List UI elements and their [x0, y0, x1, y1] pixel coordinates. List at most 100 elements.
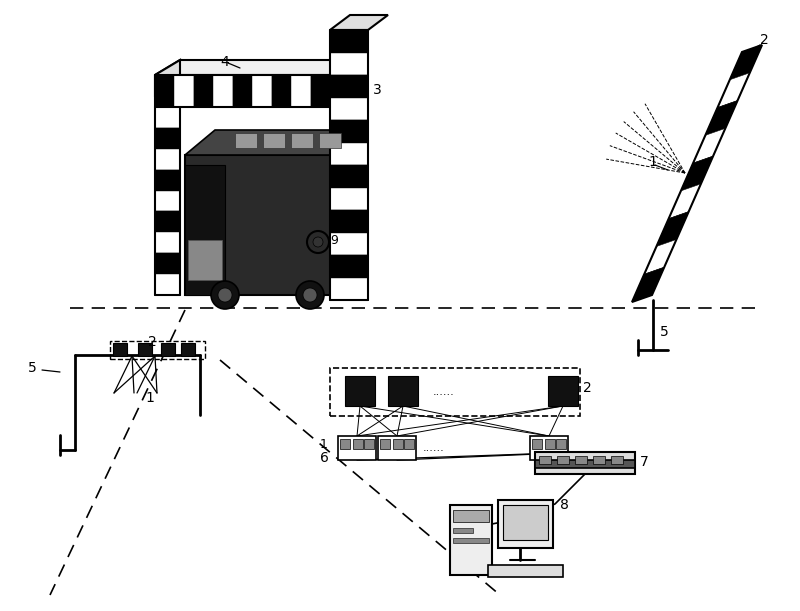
- Bar: [545, 439, 555, 449]
- Bar: [556, 439, 566, 449]
- Bar: [575, 456, 587, 464]
- Text: 8: 8: [560, 498, 569, 512]
- Bar: [453, 538, 489, 543]
- Text: ......: ......: [423, 443, 445, 453]
- Bar: [503, 505, 548, 540]
- Polygon shape: [235, 133, 257, 148]
- Bar: [330, 98, 368, 120]
- Bar: [330, 277, 368, 300]
- Polygon shape: [657, 211, 689, 246]
- Bar: [330, 233, 368, 255]
- Bar: [404, 439, 414, 449]
- Bar: [155, 170, 180, 191]
- Polygon shape: [632, 267, 664, 302]
- Bar: [539, 456, 551, 464]
- Bar: [453, 528, 473, 533]
- Text: 2: 2: [148, 335, 157, 349]
- Bar: [548, 376, 578, 406]
- Bar: [380, 439, 390, 449]
- Bar: [330, 188, 368, 210]
- Polygon shape: [330, 15, 388, 30]
- Bar: [340, 439, 350, 449]
- Bar: [393, 439, 403, 449]
- Bar: [535, 460, 635, 468]
- Circle shape: [303, 288, 317, 302]
- Bar: [310, 75, 330, 107]
- Bar: [388, 376, 418, 406]
- Bar: [214, 75, 233, 107]
- Polygon shape: [681, 156, 713, 191]
- Bar: [174, 75, 194, 107]
- Bar: [498, 500, 553, 548]
- Polygon shape: [693, 128, 726, 163]
- Text: 5: 5: [660, 325, 669, 339]
- Bar: [378, 436, 416, 460]
- Text: 4: 4: [220, 55, 229, 69]
- Bar: [364, 439, 374, 449]
- Polygon shape: [706, 101, 738, 135]
- Bar: [450, 505, 492, 575]
- Bar: [535, 452, 635, 474]
- Bar: [155, 191, 180, 211]
- Bar: [532, 439, 542, 449]
- Bar: [330, 30, 368, 53]
- Text: 3: 3: [373, 83, 382, 97]
- Polygon shape: [669, 184, 701, 219]
- Bar: [155, 128, 180, 148]
- Bar: [345, 376, 375, 406]
- Bar: [488, 565, 563, 577]
- Bar: [181, 343, 195, 356]
- Bar: [330, 120, 368, 142]
- Bar: [330, 75, 368, 98]
- Polygon shape: [644, 240, 677, 274]
- Polygon shape: [291, 133, 313, 148]
- Bar: [611, 456, 623, 464]
- Text: 5: 5: [28, 361, 37, 375]
- Bar: [291, 75, 310, 107]
- Bar: [155, 211, 180, 232]
- Text: 2: 2: [583, 381, 592, 395]
- Bar: [155, 232, 180, 253]
- Circle shape: [218, 288, 232, 302]
- Bar: [113, 343, 127, 356]
- Polygon shape: [335, 130, 365, 295]
- Polygon shape: [155, 60, 355, 75]
- Bar: [593, 456, 605, 464]
- Circle shape: [296, 281, 324, 309]
- Bar: [353, 439, 363, 449]
- Polygon shape: [718, 73, 750, 108]
- Polygon shape: [319, 133, 341, 148]
- Bar: [188, 240, 222, 280]
- Bar: [530, 436, 568, 460]
- Bar: [161, 343, 175, 356]
- Polygon shape: [185, 155, 335, 295]
- Bar: [155, 107, 180, 128]
- Text: 1: 1: [320, 437, 328, 450]
- Bar: [155, 75, 174, 107]
- Bar: [338, 436, 376, 460]
- Text: 6: 6: [320, 451, 329, 465]
- Text: ......: ......: [433, 387, 455, 397]
- Circle shape: [313, 237, 323, 247]
- Bar: [330, 368, 580, 416]
- Bar: [233, 75, 252, 107]
- Bar: [194, 75, 214, 107]
- Bar: [330, 255, 368, 277]
- Bar: [155, 253, 180, 274]
- Bar: [155, 274, 180, 295]
- Bar: [330, 53, 368, 75]
- Bar: [557, 456, 569, 464]
- Circle shape: [211, 281, 239, 309]
- Polygon shape: [155, 60, 180, 95]
- Bar: [185, 165, 225, 295]
- Polygon shape: [185, 130, 365, 155]
- Bar: [330, 210, 368, 233]
- Text: 7: 7: [640, 455, 649, 469]
- Bar: [330, 142, 368, 165]
- Bar: [155, 148, 180, 170]
- Text: 1: 1: [145, 391, 154, 405]
- Text: 2: 2: [760, 33, 769, 47]
- Polygon shape: [730, 45, 762, 80]
- Text: 1: 1: [648, 155, 657, 169]
- Bar: [110, 341, 205, 359]
